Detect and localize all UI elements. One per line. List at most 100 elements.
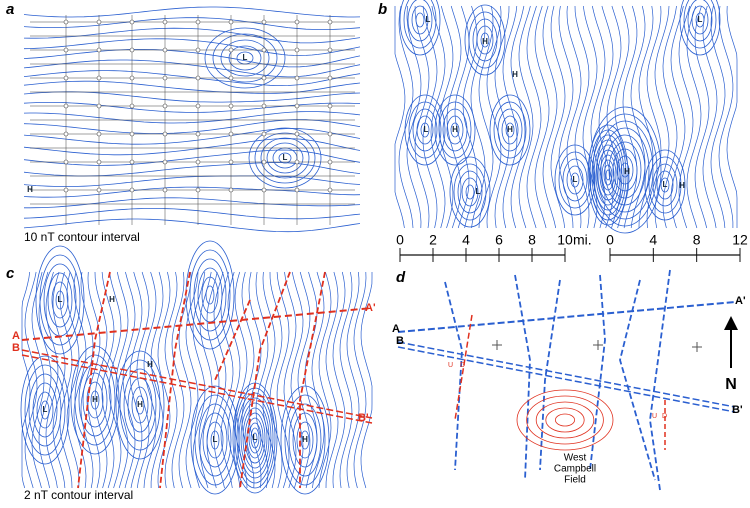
- contour: [185, 240, 235, 350]
- profile-label: B': [358, 412, 369, 424]
- contour: [710, 5, 726, 229]
- contour: [248, 422, 262, 454]
- station: [228, 131, 234, 137]
- contour-marker: H: [624, 167, 630, 176]
- contour: [407, 0, 433, 42]
- contour: [297, 271, 311, 489]
- contour: [420, 122, 430, 138]
- station: [162, 47, 168, 53]
- contour: [28, 373, 62, 447]
- contour: [397, 341, 736, 408]
- contour: [122, 271, 136, 489]
- contour: [232, 382, 278, 494]
- contour: [450, 122, 460, 138]
- contour: [644, 149, 686, 221]
- contour: [679, 0, 721, 56]
- contour: [135, 395, 145, 415]
- contour: [534, 5, 550, 229]
- contour: [604, 134, 646, 206]
- contour: [406, 5, 422, 229]
- contour: [656, 170, 674, 200]
- north-label: N: [725, 376, 737, 393]
- contour-marker: H: [137, 400, 143, 409]
- contour: [212, 33, 278, 83]
- contour: [398, 5, 414, 229]
- contour: [589, 274, 606, 471]
- contour: [562, 158, 588, 202]
- contour: [654, 5, 670, 229]
- contour: [518, 5, 534, 229]
- field-label: Campbell: [554, 464, 596, 475]
- contour: [652, 163, 678, 207]
- contour: [192, 271, 206, 489]
- station: [63, 47, 69, 53]
- contour: [24, 271, 38, 489]
- contour: [616, 155, 634, 185]
- contour: [23, 208, 361, 220]
- contour: [457, 170, 483, 214]
- panel-label: a: [6, 1, 14, 18]
- contour-marker: H: [507, 125, 513, 134]
- station: [195, 187, 201, 193]
- contour: [108, 271, 122, 489]
- contour: [311, 271, 325, 489]
- contour: [453, 163, 487, 221]
- station: [96, 159, 102, 165]
- station: [63, 75, 69, 81]
- contour: [244, 412, 266, 464]
- contour: [630, 5, 646, 229]
- contour: [23, 6, 361, 18]
- contour: [422, 5, 438, 229]
- station: [228, 47, 234, 53]
- fault-label: D: [662, 413, 667, 420]
- contour: [119, 359, 161, 451]
- contour: [449, 156, 491, 228]
- contour: [416, 115, 434, 145]
- station: [294, 47, 300, 53]
- caption: 2 nT contour interval: [24, 488, 133, 502]
- contour: [238, 397, 272, 479]
- contour: [131, 386, 149, 424]
- contour: [535, 401, 595, 439]
- contour-marker: L: [243, 53, 248, 62]
- contour: [555, 413, 576, 427]
- station: [327, 103, 333, 109]
- contour: [74, 354, 116, 446]
- station: [261, 19, 267, 25]
- contour: [278, 152, 292, 164]
- station: [129, 131, 135, 137]
- contour: [206, 421, 224, 459]
- scale-label: 0: [396, 232, 404, 248]
- contour: [21, 307, 373, 341]
- fault-label: U: [448, 362, 453, 369]
- contour: [31, 271, 45, 489]
- contour: [587, 124, 629, 226]
- contour: [189, 249, 231, 341]
- station: [261, 47, 267, 53]
- contour: [430, 5, 446, 229]
- contour: [526, 5, 542, 229]
- contour: [23, 70, 361, 87]
- contour: [588, 106, 662, 234]
- station: [129, 19, 135, 25]
- contour: [23, 59, 361, 78]
- contour: [694, 5, 710, 229]
- contour-marker: H: [147, 360, 153, 369]
- contour: [566, 5, 582, 229]
- contour: [21, 271, 31, 489]
- contour: [415, 12, 425, 28]
- contour: [468, 11, 502, 69]
- contour: [597, 149, 619, 201]
- contour-marker: L: [426, 15, 431, 24]
- station: [162, 75, 168, 81]
- station: [129, 75, 135, 81]
- contour: [159, 271, 191, 489]
- contour: [593, 139, 623, 211]
- contour: [255, 271, 269, 489]
- contour: [123, 368, 157, 442]
- contour-marker: L: [43, 405, 48, 414]
- contour: [478, 5, 494, 229]
- contour: [464, 4, 506, 76]
- contour: [157, 271, 171, 489]
- contour: [502, 5, 518, 229]
